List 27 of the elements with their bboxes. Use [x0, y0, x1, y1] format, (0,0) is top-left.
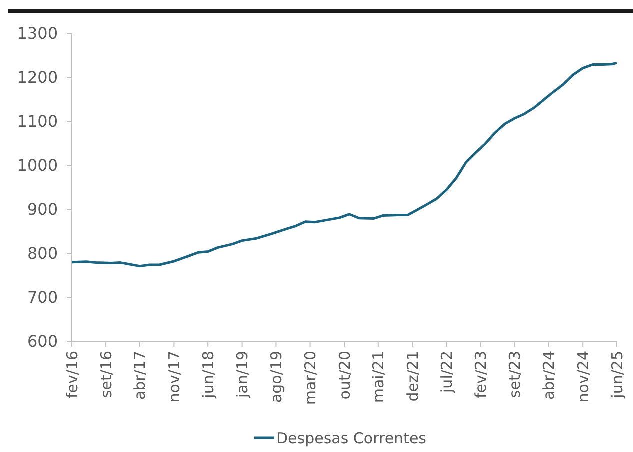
x-tick-label: set/16 [97, 351, 116, 398]
x-tick-label: jun/25 [608, 351, 626, 400]
x-tick-label: fev/23 [472, 351, 490, 399]
x-tick-label: ago/19 [267, 351, 286, 404]
y-tick-label: 1200 [17, 68, 58, 88]
x-tick-label: mai/21 [370, 351, 388, 404]
y-tick-label: 1000 [17, 156, 58, 176]
y-tick-label: 1100 [17, 112, 58, 132]
x-tick-label: set/23 [506, 351, 524, 398]
x-tick-label: dez/21 [404, 351, 422, 402]
x-tick-label: jul/22 [438, 351, 456, 394]
y-tick-label: 700 [27, 288, 58, 308]
x-tick-label: jan/19 [234, 351, 252, 400]
y-tick-label: 600 [27, 332, 58, 352]
legend-label: Despesas Correntes [276, 429, 427, 448]
x-tick-label: mar/20 [302, 351, 320, 406]
x-tick-label: jun/18 [199, 351, 218, 400]
x-tick-label: abr/24 [540, 351, 558, 400]
x-tick-label: nov/24 [574, 351, 592, 403]
x-tick-label: abr/17 [131, 351, 150, 400]
x-tick-label: nov/17 [165, 351, 184, 403]
y-tick-label: 800 [27, 244, 58, 264]
x-tick-label: fev/16 [63, 351, 82, 399]
y-tick-label: 1300 [17, 24, 58, 44]
x-tick-label: out/20 [336, 351, 354, 400]
line-series [70, 62, 618, 268]
y-tick-label: 900 [27, 200, 58, 220]
